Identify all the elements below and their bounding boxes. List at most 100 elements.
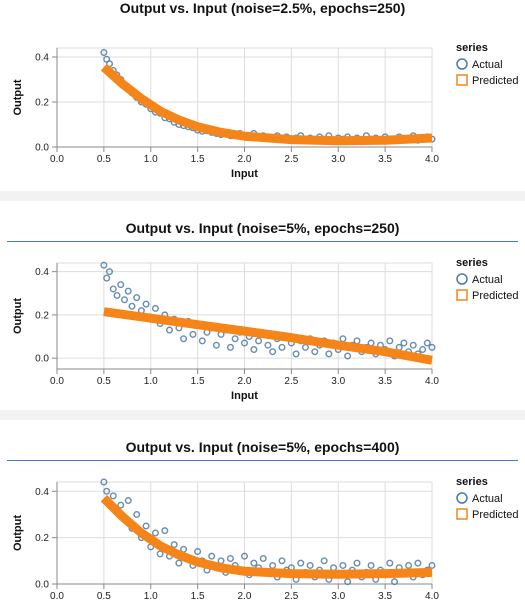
legend-label: Actual [472, 493, 503, 505]
title-rule [7, 241, 518, 242]
x-tick-label: 3.5 [378, 154, 392, 165]
legend-label: Actual [472, 59, 503, 71]
legend-swatch-actual [456, 492, 468, 504]
x-tick-label: 0.0 [50, 376, 64, 387]
legend-swatch-actual [456, 273, 468, 285]
y-tick-label: 0.0 [35, 354, 49, 365]
y-tick-label: 0.4 [35, 487, 49, 498]
data-point [344, 352, 352, 360]
data-point [198, 337, 206, 345]
legend-swatch-predicted [456, 508, 468, 520]
x-tick-label: 1.0 [144, 591, 158, 602]
x-tick-label: 4.0 [425, 154, 439, 165]
legend: series Actual Predicted [456, 42, 518, 87]
x-tick-label: 0.0 [50, 154, 64, 165]
x-tick-label: 1.0 [144, 376, 158, 387]
data-point [165, 326, 173, 334]
x-tick-label: 4.0 [425, 376, 439, 387]
x-tick-label: 1.5 [191, 154, 205, 165]
data-point [292, 350, 300, 358]
data-point [109, 492, 117, 500]
data-point [231, 335, 239, 343]
y-axis-label: Output [12, 79, 24, 115]
data-point [428, 561, 436, 569]
data-point [151, 304, 159, 312]
x-tick-label: 3.5 [378, 591, 392, 602]
data-point [170, 541, 178, 549]
data-point [278, 343, 286, 351]
data-point [367, 561, 375, 569]
x-tick-label: 0.5 [97, 154, 111, 165]
data-point [100, 478, 108, 486]
legend-swatch-actual [456, 58, 468, 70]
legend-label: Predicted [472, 290, 518, 302]
x-axis-label: Input [231, 390, 258, 402]
x-axis-label: Input [231, 168, 258, 180]
data-point [117, 501, 125, 509]
data-point [419, 346, 427, 354]
data-point [386, 337, 394, 345]
y-tick-label: 0.4 [35, 267, 49, 278]
y-tick-label: 0.2 [35, 533, 49, 544]
y-tick-label: 0.4 [35, 53, 49, 64]
data-point [189, 330, 197, 338]
data-point [405, 561, 413, 569]
x-tick-label: 3.0 [331, 376, 345, 387]
y-tick-label: 0.2 [35, 310, 49, 321]
data-point [264, 341, 272, 349]
legend-swatch-predicted [456, 74, 468, 86]
data-point [100, 261, 108, 269]
chart-2: 0.0 0.5 1.0 1.5 2.0 2.5 3.0 3.5 4.0 0.0 0.2 0.4 Inpu… [12, 257, 518, 402]
data-point [142, 522, 150, 530]
data-point [133, 294, 141, 302]
y-axis-label: Output [12, 515, 24, 551]
y-tick-label: 0.0 [35, 580, 49, 591]
legend: series Actual Predicted [456, 476, 518, 521]
data-point [414, 559, 422, 567]
x-tick-label: 1.5 [191, 591, 205, 602]
prediction-line [100, 63, 433, 146]
marks [100, 261, 436, 365]
x-tick-label: 1.0 [144, 154, 158, 165]
legend-label: Actual [472, 274, 503, 286]
plot-area: 0.00.51.01.52.02.53.03.54.00.00.20.4Inpu… [12, 481, 439, 602]
x-tick-label: 2.0 [238, 376, 252, 387]
data-point [105, 268, 113, 276]
chart-title: Output vs. Input (noise=5%, epochs=400) [125, 439, 400, 455]
data-point [103, 274, 111, 282]
data-point [297, 559, 305, 567]
chart-panel-2: Output vs. Input (noise=5%, epochs=250) … [0, 201, 525, 410]
data-point [391, 578, 399, 586]
chart-title: Output vs. Input (noise=2.5%, epochs=250… [119, 0, 406, 16]
data-point [175, 559, 183, 567]
data-point [240, 552, 248, 560]
x-tick-label: 1.5 [191, 376, 205, 387]
data-point [306, 561, 314, 569]
data-point [128, 302, 136, 310]
data-point [113, 291, 121, 299]
data-point [400, 339, 408, 347]
legend-title: series [456, 42, 488, 54]
chart-1: 0.0 0.5 1.0 1.5 2.0 2.5 3.0 3.5 4.0 0.0 0.2 0.4 Inpu… [12, 42, 518, 180]
x-tick-label: 4.0 [425, 591, 439, 602]
data-point [259, 554, 267, 562]
data-point [226, 554, 234, 562]
legend-label: Predicted [472, 75, 518, 87]
data-point [320, 557, 328, 565]
x-tick-label: 0.5 [97, 376, 111, 387]
data-point [161, 527, 169, 535]
chart-panel-3: Output vs. Input (noise=5%, epochs=400) … [0, 420, 525, 604]
chart-title: Output vs. Input (noise=5%, epochs=250) [125, 220, 400, 236]
x-tick-label: 2.0 [238, 154, 252, 165]
chart-3: 0.00.51.01.52.02.53.03.54.00.00.20.4Inpu… [12, 476, 518, 602]
data-point [194, 548, 202, 556]
y-tick-label: 0.0 [35, 143, 49, 154]
data-point [325, 350, 333, 358]
data-point [278, 557, 286, 565]
x-tick-label: 2.5 [284, 376, 298, 387]
marks [100, 478, 436, 586]
data-point [240, 339, 248, 347]
data-point [409, 341, 417, 349]
data-point [212, 341, 220, 349]
data-point [255, 337, 263, 345]
